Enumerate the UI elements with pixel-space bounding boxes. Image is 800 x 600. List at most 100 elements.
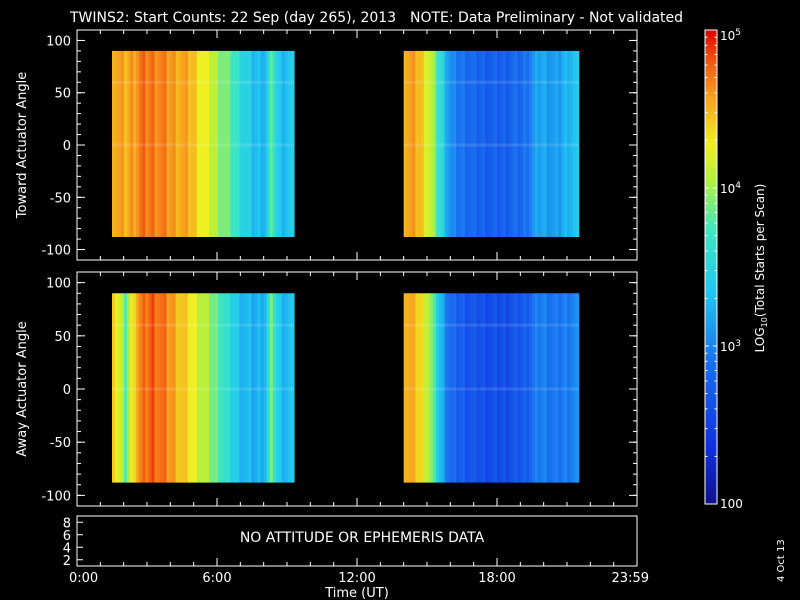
heatmap-cell bbox=[485, 50, 489, 237]
heatmap-cell bbox=[549, 293, 554, 483]
heatmap-cell bbox=[209, 293, 213, 483]
heatmap-cell bbox=[272, 50, 277, 237]
x-axis-label: Time (UT) bbox=[324, 586, 389, 600]
heatmap-cell bbox=[514, 50, 519, 237]
heatmap-cell bbox=[429, 50, 434, 237]
heatmap-cell bbox=[203, 50, 207, 237]
heatmap-cell bbox=[479, 50, 484, 237]
heatmap-cell bbox=[520, 293, 524, 483]
heatmap-cell bbox=[453, 293, 457, 483]
heatmap-cell bbox=[467, 293, 472, 483]
heatmap-cell bbox=[529, 293, 533, 483]
heatmap-cell bbox=[534, 50, 539, 237]
y-axis-label: Toward Actuator Angle bbox=[15, 72, 30, 219]
colorbar-tick-base: 10 bbox=[720, 340, 735, 354]
heatmap-stripe bbox=[403, 323, 579, 327]
heatmap-cell bbox=[567, 50, 571, 237]
heatmap-cell bbox=[514, 293, 519, 483]
heatmap-cell bbox=[494, 293, 498, 483]
heatmap-cell bbox=[482, 293, 486, 483]
x-tick-label: 18:00 bbox=[478, 571, 515, 586]
heatmap-cell bbox=[136, 293, 140, 483]
heatmap-cell bbox=[432, 50, 437, 237]
heatmap-cell bbox=[245, 50, 250, 237]
heatmap-cell bbox=[230, 50, 234, 237]
ephemeris-tick-label: 8 bbox=[63, 516, 71, 531]
y-tick-label: 0 bbox=[63, 383, 71, 398]
heatmap-cell bbox=[558, 293, 562, 483]
heatmap-cell bbox=[575, 50, 580, 237]
heatmap-cell bbox=[254, 293, 259, 483]
heatmap-stripe bbox=[403, 387, 579, 391]
heatmap-cell bbox=[491, 293, 495, 483]
heatmap-cell bbox=[552, 50, 556, 237]
colorbar-tick-exp: 4 bbox=[735, 181, 741, 191]
x-tick-label: 6:00 bbox=[202, 571, 231, 586]
heatmap-cell bbox=[564, 50, 568, 237]
heatmap-cell bbox=[160, 293, 165, 483]
heatmap-cell bbox=[187, 293, 192, 483]
heatmap-cell bbox=[412, 293, 416, 483]
colorbar-tick-base: 100 bbox=[720, 497, 743, 511]
heatmap-cell bbox=[447, 293, 451, 483]
heatmap-cell bbox=[233, 50, 237, 237]
heatmap-cell bbox=[190, 293, 195, 483]
heatmap-cell bbox=[543, 293, 548, 483]
heatmap-cell bbox=[558, 50, 562, 237]
heatmap-stripe bbox=[112, 80, 294, 84]
heatmap-cell bbox=[224, 293, 228, 483]
x-tick-label: 0:00 bbox=[69, 571, 98, 586]
heatmap-cell bbox=[561, 50, 565, 237]
heatmap-cell bbox=[272, 293, 277, 483]
colorbar-tick-label: 105 bbox=[720, 28, 741, 43]
heatmap-cell bbox=[488, 50, 492, 237]
heatmap-cell bbox=[184, 50, 189, 237]
heatmap-cell bbox=[456, 50, 460, 237]
heatmap-cell bbox=[450, 50, 454, 237]
heatmap-cell bbox=[564, 293, 568, 483]
y-tick-label: 50 bbox=[54, 330, 71, 345]
heatmap-cell bbox=[172, 50, 177, 237]
heatmap-cell bbox=[190, 50, 195, 237]
y-tick-label: 100 bbox=[46, 34, 71, 49]
heatmap-cell bbox=[537, 50, 542, 237]
heatmap-cell bbox=[251, 293, 256, 483]
heatmap-cell bbox=[127, 293, 131, 483]
heatmap-cell bbox=[284, 50, 289, 237]
heatmap-cell bbox=[421, 50, 425, 237]
colorbar-scale bbox=[704, 29, 718, 505]
heatmap-cell bbox=[124, 50, 128, 237]
heatmap-cell bbox=[248, 50, 253, 237]
heatmap-cell bbox=[145, 293, 149, 483]
heatmap-stripe bbox=[112, 143, 294, 147]
heatmap-cell bbox=[505, 50, 510, 237]
heatmap-cell bbox=[178, 50, 183, 237]
heatmap-cell bbox=[441, 50, 446, 237]
heatmap-cell bbox=[473, 293, 478, 483]
heatmap-cell bbox=[575, 293, 580, 483]
ephemeris-tick-label: 2 bbox=[63, 554, 71, 569]
heatmap-cell bbox=[121, 50, 125, 237]
heatmap-cell bbox=[278, 293, 283, 483]
heatmap-cell bbox=[546, 50, 551, 237]
heatmap-cell bbox=[427, 50, 431, 237]
heatmap-cell bbox=[290, 293, 295, 483]
heatmap-cell bbox=[203, 293, 207, 483]
heatmap-cell bbox=[133, 50, 137, 237]
heatmap-cell bbox=[266, 50, 271, 237]
heatmap-cell bbox=[275, 50, 280, 237]
heatmap-cell bbox=[540, 50, 545, 237]
heatmap-cell bbox=[435, 50, 440, 237]
heatmap-cell bbox=[127, 50, 131, 237]
heatmap-cell bbox=[260, 50, 265, 237]
heatmap-cell bbox=[415, 50, 419, 237]
heatmap-cell bbox=[406, 50, 411, 237]
heatmap-stripe bbox=[112, 387, 294, 391]
colorbar-tick-base: 10 bbox=[720, 29, 735, 43]
heatmap-cell bbox=[151, 293, 156, 483]
heatmap-cell bbox=[409, 293, 414, 483]
heatmap-cell bbox=[239, 50, 244, 237]
heatmap-stripe bbox=[112, 323, 294, 327]
heatmap-cell bbox=[415, 293, 419, 483]
